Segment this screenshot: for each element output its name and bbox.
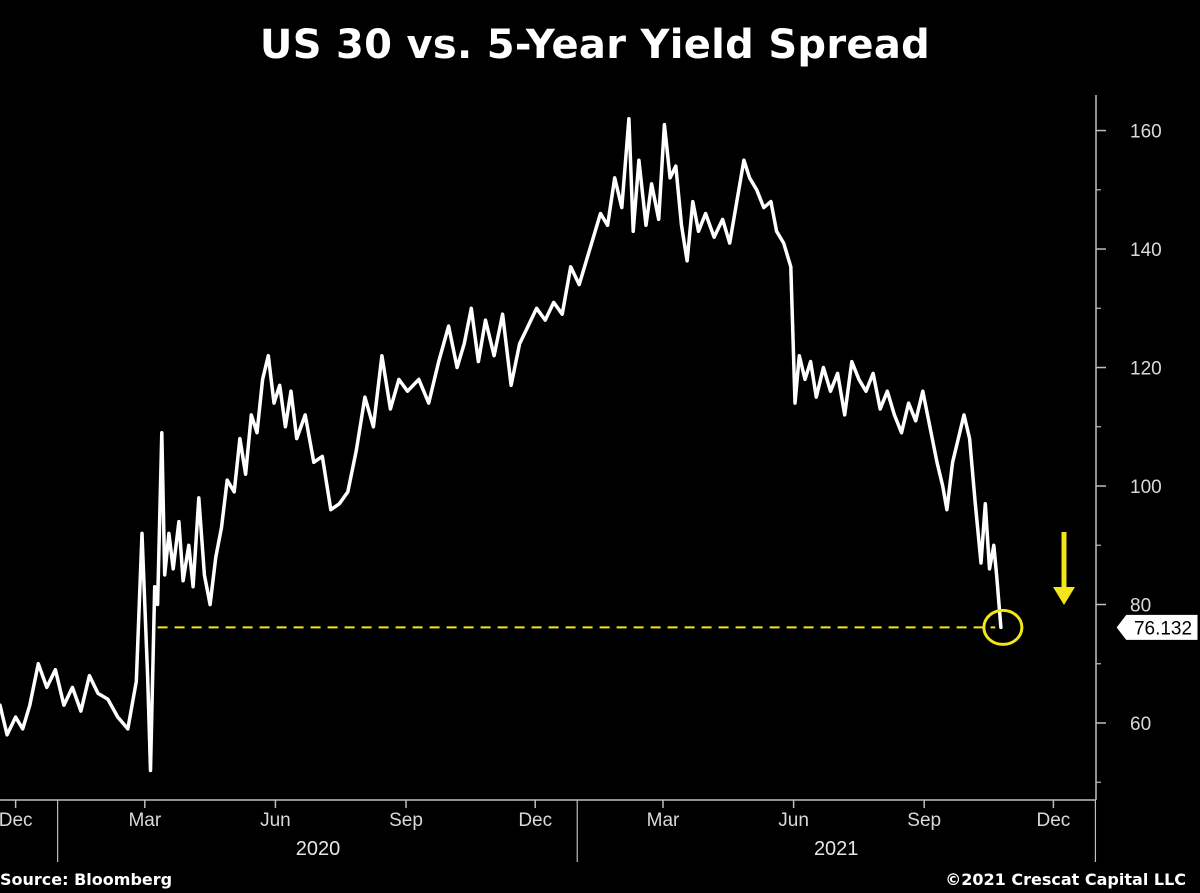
x-tick-label: Sep (389, 810, 423, 831)
x-tick-label: Dec (0, 810, 33, 831)
x-tick-label: Jun (778, 810, 809, 831)
annotation-layer: 76.132 (157, 532, 1199, 646)
x-tick-label: Dec (1037, 810, 1071, 831)
source-note: Source: Bloomberg (0, 870, 173, 889)
x-tick-label: Dec (518, 810, 552, 831)
x-tick-label: Mar (647, 810, 680, 831)
year-label: 2020 (296, 838, 341, 860)
last-value-circle (982, 608, 1024, 646)
y-tick-label: 120 (1130, 359, 1162, 380)
copyright-note: ©2021 Crescat Capital LLC (945, 870, 1186, 889)
x-tick-label: Mar (128, 810, 161, 831)
y-tick-label: 80 (1130, 595, 1151, 616)
y-tick-label: 100 (1130, 477, 1162, 498)
chart-title: US 30 vs. 5-Year Yield Spread (259, 22, 931, 68)
x-tick-label: Jun (260, 810, 291, 831)
x-tick-label: Sep (907, 810, 941, 831)
last-value-label: 76.132 (1134, 618, 1192, 639)
y-tick-label: 60 (1130, 714, 1151, 735)
down-arrow-head (1053, 587, 1075, 605)
series-line (0, 116, 1003, 773)
y-tick-label: 140 (1130, 240, 1162, 261)
y-tick-label: 160 (1130, 122, 1162, 143)
series-layer (0, 116, 1003, 773)
last-value-box (1115, 613, 1199, 641)
axes-layer: 60 80 100 120 140 160 Dec Mar Jun Sep Dec Mar Jun Sep… (0, 95, 1162, 862)
year-label: 2021 (814, 838, 859, 860)
